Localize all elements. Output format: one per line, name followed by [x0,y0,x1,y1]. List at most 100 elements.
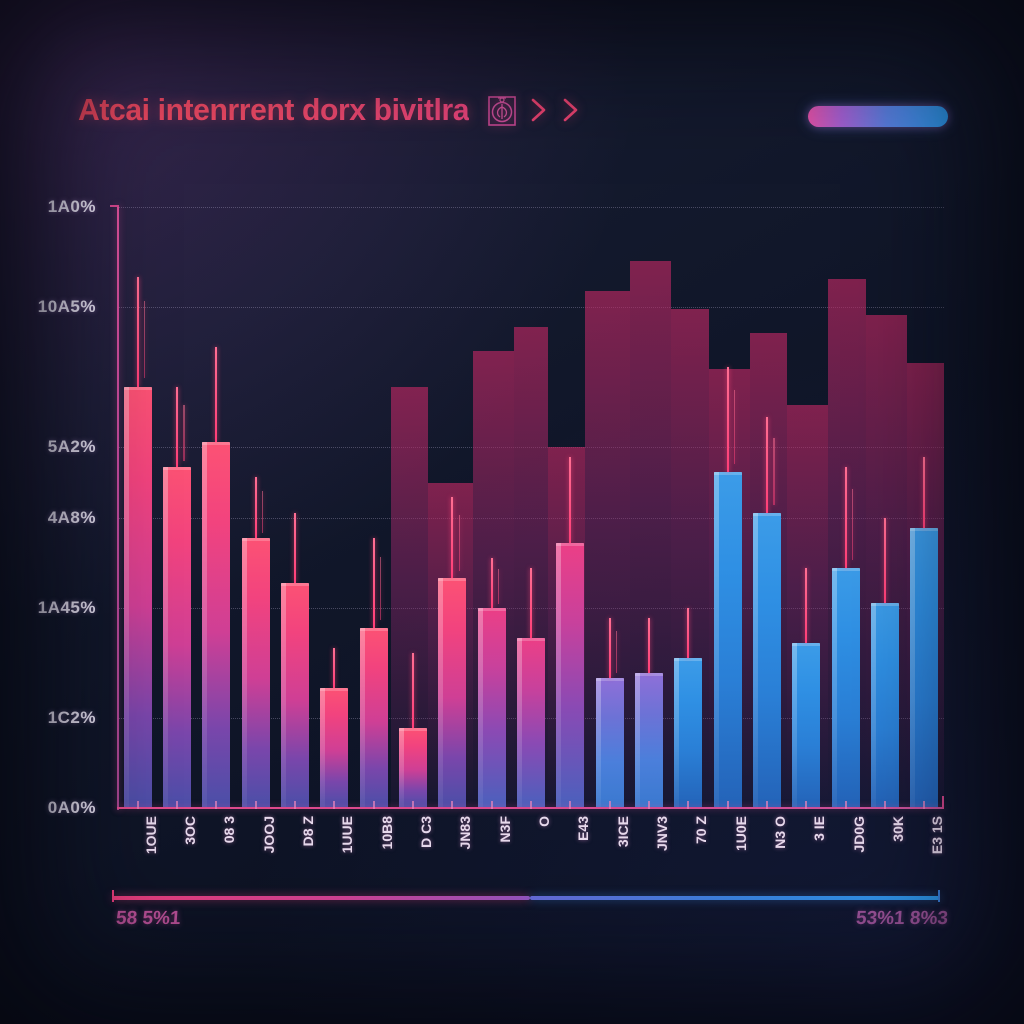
bar[interactable] [359,627,388,808]
footer-left-cap [112,890,114,902]
error-bar-wick-secondary [143,301,146,379]
bar[interactable] [320,687,349,808]
error-bar-wick [490,557,493,608]
x-axis-tick-label: E43 [575,816,592,841]
bar-series [118,207,944,808]
bar-top-cap [752,512,782,516]
error-bar-wick [884,517,886,603]
bar[interactable] [792,642,821,808]
bar-body [123,387,152,808]
x-axis-tick-label: E3 1S [929,816,946,855]
bar-body [516,637,546,808]
bar-top-cap [595,677,624,681]
bar[interactable] [752,512,782,808]
error-bar-wick-secondary [773,438,775,505]
bar-highlight-edge [438,577,444,808]
bar[interactable] [398,727,428,808]
footer-range-bar-left[interactable] [112,896,530,900]
error-bar-wick-secondary [733,390,736,464]
chevron-right-icon[interactable] [529,96,549,124]
gridline [118,207,944,208]
bar-highlight-edge [556,542,562,808]
bar-body [202,442,231,808]
bar[interactable] [280,582,310,808]
bar-top-cap [674,657,703,661]
chart-header: Atcai intenrrent dorx bivitlra [0,92,1024,154]
bar[interactable] [241,537,270,808]
error-bar-wick [136,277,139,388]
error-bar-wick-secondary [379,557,382,621]
error-bar-wick-secondary [851,489,854,560]
bar[interactable] [831,567,860,808]
error-bar-wick [726,367,729,473]
y-axis-line [117,205,119,810]
bar-top-cap [202,442,231,446]
bar[interactable] [516,637,546,808]
chevron-right-icon[interactable] [561,96,581,124]
bar-highlight-edge [162,467,168,808]
x-axis-tick-label: 30K [890,816,906,842]
bar[interactable] [438,577,467,808]
error-bar-wick-secondary [497,568,500,604]
bar-body [634,672,664,808]
bar-top-cap [477,607,506,611]
error-bar-wick [333,647,336,688]
bar[interactable] [556,542,585,808]
bar-top-cap [320,687,349,691]
footer-right-cap [938,890,940,902]
footer-label-left: 58 5%1 [115,908,182,929]
gradient-toggle-pill[interactable] [808,106,948,127]
bar[interactable] [674,657,703,808]
bar[interactable] [595,677,624,808]
x-axis-tick-label: JOOJ [260,816,277,854]
error-bar-wick [923,457,926,528]
x-axis-tick-label: 1OUE [142,816,159,855]
bar[interactable] [477,607,506,808]
bar-body [870,602,900,808]
bar[interactable] [870,602,900,808]
error-bar-wick [294,512,296,583]
bar-highlight-edge [202,442,208,808]
bar-body [713,472,742,808]
y-axis-labels: 1A0% 10A5% 5A2% 4A8% 1A45% 1C2% 0A0% [0,0,112,1024]
bar-highlight-edge [477,607,483,808]
bar[interactable] [634,672,664,808]
x-axis-tick [923,801,926,809]
x-axis-tick-label: JN83 [457,816,474,850]
page-title: Atcai intenrrent dorx bivitlra [78,92,470,127]
error-bar-wick [412,652,414,728]
error-bar-wick-secondary [261,490,264,533]
bar-highlight-edge [870,602,876,808]
bar-top-cap [162,467,192,471]
bar-highlight-edge [792,642,798,808]
error-bar-wick [844,467,847,568]
chart-footer: 58 5%1 53%1 8%3 [0,888,1024,958]
bar-highlight-edge [713,472,719,808]
bar-body [398,727,428,808]
y-axis-tick-label: 5A2% [47,437,96,457]
bar[interactable] [123,387,152,808]
bar-highlight-edge [398,727,404,808]
footer-label-right: 53%1 8%3 [855,908,949,929]
bar-highlight-edge [241,537,247,808]
bar[interactable] [162,467,192,808]
bar-top-cap [910,527,939,531]
bar-body [595,677,624,808]
x-axis-tick [530,801,532,809]
bar-top-cap [870,602,900,606]
x-axis-tick-label: O [536,816,552,827]
bar[interactable] [713,472,742,808]
x-axis-tick [215,801,218,809]
x-axis-tick [333,801,336,809]
error-bar-wick [215,347,218,443]
error-bar-wick [805,567,808,643]
bar-body [438,577,467,808]
gridline [118,307,944,309]
footer-range-bar-right[interactable] [530,896,940,900]
bar[interactable] [910,527,939,808]
x-axis-tick-label: D8 Z [300,816,316,847]
bar-body [556,542,585,808]
bar[interactable] [202,442,231,808]
x-axis-tick [412,801,414,809]
x-axis-tick [884,801,886,809]
